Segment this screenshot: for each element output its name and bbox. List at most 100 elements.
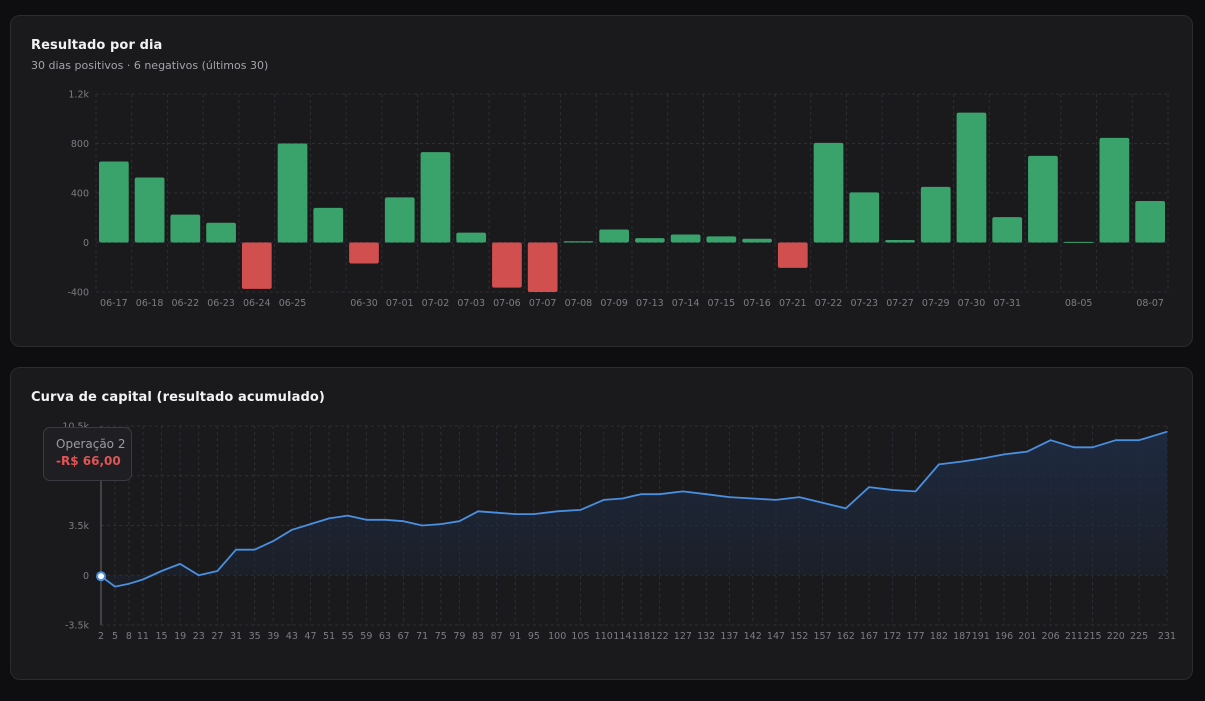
x-tick-label: 59 <box>360 631 372 642</box>
x-tick-label: 07-16 <box>743 298 771 309</box>
bar <box>349 242 379 264</box>
bar <box>241 242 272 289</box>
bar <box>170 214 201 243</box>
x-tick-label: 5 <box>112 631 118 642</box>
x-tick-label: 35 <box>249 631 261 642</box>
equity-point <box>346 514 349 517</box>
bar <box>1028 155 1058 243</box>
equity-point <box>1003 453 1005 456</box>
equity-point <box>1026 450 1029 453</box>
equity-point <box>579 509 582 511</box>
bar <box>134 177 165 243</box>
x-tick-label: 43 <box>286 631 298 642</box>
equity-point <box>160 570 163 572</box>
tooltip-label: Operação 2 <box>56 437 126 451</box>
bar <box>706 236 737 243</box>
x-tick-label: 67 <box>398 631 410 642</box>
equity-point <box>705 493 707 496</box>
x-tick-label: 08-05 <box>1065 298 1093 309</box>
x-tick-label: 157 <box>813 631 831 642</box>
x-tick-label: 167 <box>860 631 878 642</box>
equity-point <box>821 501 824 504</box>
x-tick-label: 06-30 <box>350 298 378 309</box>
x-tick-label: 100 <box>548 631 566 642</box>
bar <box>492 242 522 288</box>
y-tick-label: -3.5k <box>65 621 90 632</box>
equity-point <box>114 585 116 588</box>
y-tick-label: 1.2k <box>68 90 89 101</box>
bar <box>849 192 880 243</box>
x-tick-label: 122 <box>651 631 669 642</box>
bar <box>885 240 915 243</box>
x-tick-label: 118 <box>632 631 650 642</box>
bar <box>206 222 236 243</box>
equity-point <box>1166 430 1168 433</box>
x-tick-label: 07-09 <box>600 298 628 309</box>
daily-result-card: Resultado por dia 30 dias positivos · 6 … <box>10 15 1193 347</box>
x-tick-label: 31 <box>230 631 242 642</box>
x-tick-label: 147 <box>767 631 785 642</box>
x-tick-label: 06-22 <box>172 298 200 309</box>
equity-point <box>458 520 461 523</box>
equity-point <box>533 513 535 515</box>
x-tick-label: 15 <box>155 631 167 642</box>
equity-point <box>914 490 917 493</box>
equity-area-chart[interactable]: 10.5k7k3.5k0-3.5k25811151923273135394347… <box>11 368 1194 681</box>
x-tick-label: 220 <box>1107 631 1125 642</box>
equity-point <box>1114 439 1117 442</box>
equity-point <box>309 523 312 525</box>
x-tick-label: 07-29 <box>922 298 950 309</box>
y-tick-label: 400 <box>71 189 89 200</box>
x-tick-label: 39 <box>267 631 279 642</box>
bar <box>599 229 629 243</box>
equity-point <box>845 507 847 510</box>
equity-point <box>1049 439 1052 442</box>
x-tick-label: 79 <box>453 631 465 642</box>
x-tick-label: 07-02 <box>422 298 450 309</box>
x-tick-label: 06-17 <box>100 298 128 309</box>
bar <box>992 217 1023 243</box>
tooltip-value: -R$ 66,00 <box>56 454 121 468</box>
equity-point <box>1073 446 1075 449</box>
equity-point <box>235 548 237 551</box>
x-tick-label: 07-21 <box>779 298 807 309</box>
equity-point <box>1091 446 1094 449</box>
equity-point <box>798 496 801 498</box>
equity-point <box>1138 439 1140 442</box>
bar <box>99 161 129 243</box>
x-tick-label: 172 <box>883 631 901 642</box>
x-tick-label: 07-07 <box>529 298 557 309</box>
equity-point <box>775 499 777 501</box>
equity-point <box>682 490 684 493</box>
equity-point <box>384 519 386 521</box>
bar <box>1063 241 1094 243</box>
equity-point <box>291 528 293 531</box>
x-tick-label: 71 <box>416 631 428 642</box>
bar <box>635 238 665 243</box>
bar <box>1135 201 1165 243</box>
x-tick-label: 83 <box>472 631 484 642</box>
x-tick-label: 07-22 <box>815 298 843 309</box>
equity-point <box>640 493 642 496</box>
bar <box>1099 137 1130 243</box>
chart-tooltip: Operação 2 -R$ 66,00 <box>43 427 132 481</box>
equity-point <box>602 499 605 501</box>
y-tick-label: -400 <box>67 288 89 299</box>
x-tick-label: 152 <box>790 631 808 642</box>
x-tick-label: 07-03 <box>457 298 485 309</box>
equity-point <box>197 574 200 577</box>
y-tick-label: 800 <box>71 139 89 150</box>
equity-chart-title: Curva de capital (resultado acumulado) <box>31 390 325 405</box>
equity-area-fill <box>101 431 1167 587</box>
x-tick-label: 105 <box>571 631 589 642</box>
equity-point <box>142 578 144 581</box>
equity-curve-card: Curva de capital (resultado acumulado) 1… <box>10 367 1193 680</box>
x-tick-label: 215 <box>1083 631 1101 642</box>
daily-chart-subtitle: 30 dias positivos · 6 negativos (últimos… <box>31 59 269 72</box>
bar <box>313 207 344 243</box>
bar <box>777 242 808 268</box>
daily-bar-chart: 1.2k 800 400 0 -400 06-17 06-18 06-22 06-23 06-24… <box>67 90 1169 309</box>
bar <box>384 197 415 243</box>
x-tick-label: 06-24 <box>243 298 271 309</box>
bar <box>277 143 308 243</box>
